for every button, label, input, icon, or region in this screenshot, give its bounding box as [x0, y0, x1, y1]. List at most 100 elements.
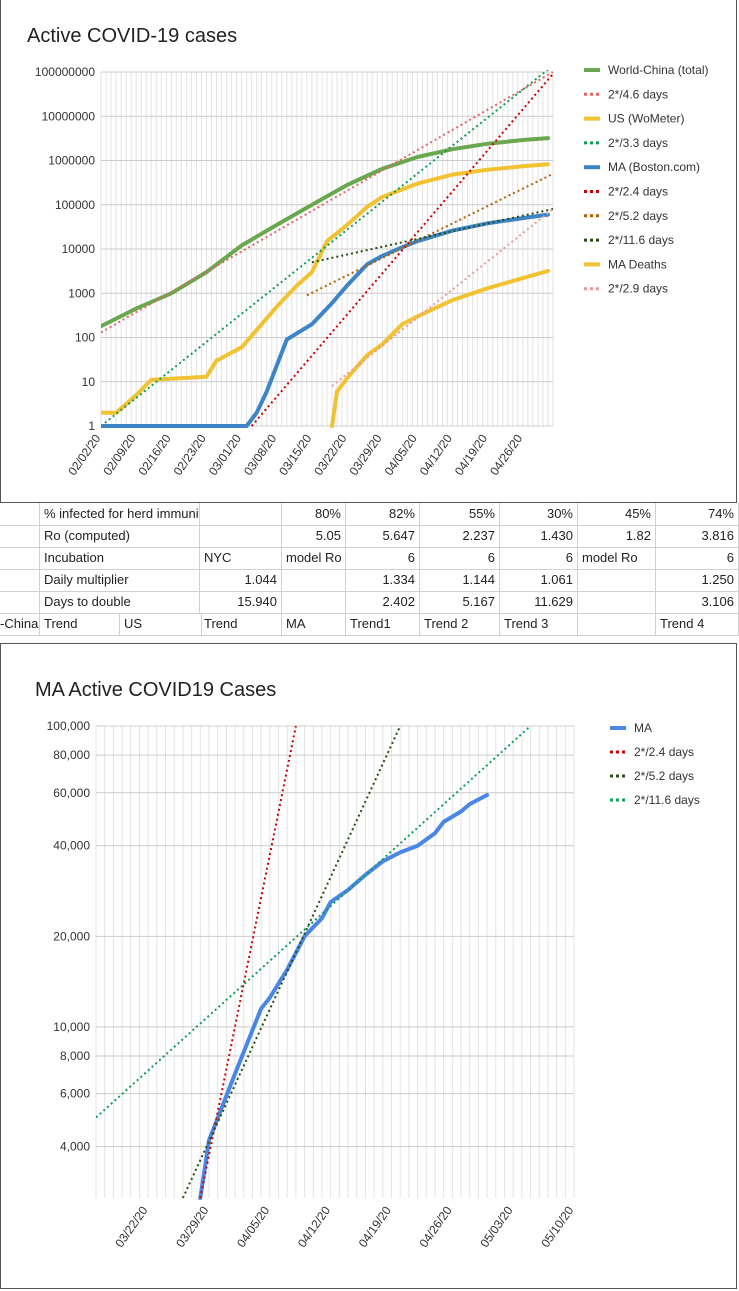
table-cell[interactable]: 5.05 — [282, 525, 346, 547]
legend-label: MA — [634, 721, 652, 735]
table-cell[interactable]: 82% — [346, 503, 420, 525]
table-cell[interactable]: Trend 4 — [656, 613, 739, 635]
table-cell[interactable] — [0, 569, 40, 591]
chart-1-frame: Active COVID-19 cases 1 10 100 1000 10000 1000… — [0, 0, 737, 503]
table-row: -China Trend US Trend MA Trend1 Trend 2 Trend 3… — [0, 613, 739, 636]
table-cell[interactable]: Days to double — [40, 591, 200, 613]
table-cell[interactable]: -China — [0, 613, 40, 635]
x-tick-label: 03/15/20 — [276, 431, 314, 478]
table-cell[interactable]: 74% — [656, 503, 739, 525]
legend-label: MA Deaths — [608, 257, 667, 271]
table-cell[interactable]: Ro (computed) — [40, 525, 200, 547]
series-line-10 — [331, 208, 553, 387]
table-cell[interactable]: Incubation — [40, 547, 200, 569]
x-tick-label: 04/19/20 — [356, 1203, 394, 1250]
y-tick-label: 1 — [88, 419, 95, 433]
table-cell[interactable]: 6 — [346, 547, 420, 569]
table-cell[interactable]: 1.250 — [656, 569, 739, 591]
table-cell[interactable]: Trend1 — [346, 613, 420, 635]
table-cell[interactable] — [0, 503, 40, 525]
y-tick-label: 100000 — [55, 198, 95, 212]
table-cell[interactable]: 1.430 — [500, 525, 578, 547]
table-cell[interactable]: 55% — [420, 503, 500, 525]
chart-title: MA Active COVID19 Cases — [35, 679, 276, 701]
table-cell[interactable] — [578, 613, 656, 635]
legend-label: 2*/11.6 days — [608, 233, 674, 247]
table-cell[interactable]: NYC — [200, 547, 282, 569]
table-cell[interactable]: 2.237 — [420, 525, 500, 547]
table-cell[interactable]: 1.061 — [500, 569, 578, 591]
table-cell[interactable]: 6 — [500, 547, 578, 569]
table-cell[interactable] — [0, 591, 40, 613]
y-tick-label: 100,000 — [47, 719, 91, 733]
table-cell[interactable] — [282, 569, 346, 591]
table-cell[interactable] — [0, 547, 40, 569]
table-cell[interactable]: 1.144 — [420, 569, 500, 591]
table-cell[interactable]: 15.940 — [200, 591, 282, 613]
table-cell[interactable]: model Ro — [578, 547, 656, 569]
table-cell[interactable] — [0, 525, 40, 547]
table-cell[interactable]: 5.647 — [346, 525, 420, 547]
series-line-6 — [250, 73, 553, 427]
table-cell[interactable]: 6 — [420, 547, 500, 569]
table-row: Days to double 15.940 2.402 5.167 11.629 3.10… — [0, 591, 739, 614]
y-tick-label: 10 — [82, 375, 96, 389]
legend-label: 2*/2.4 days — [608, 185, 668, 199]
table-cell[interactable]: 3.106 — [656, 591, 739, 613]
table-cell[interactable]: Trend — [200, 613, 282, 635]
chart-1-svg: Active COVID-19 cases 1 10 100 1000 10000 1000… — [27, 25, 708, 478]
legend-label: 2*/5.2 days — [634, 769, 694, 783]
table-cell[interactable] — [578, 591, 656, 613]
table-cell[interactable]: 11.629 — [500, 591, 578, 613]
table-cell[interactable]: 2.402 — [346, 591, 420, 613]
x-tick-label: 03/08/20 — [241, 431, 279, 478]
legend-label: 2*/2.9 days — [608, 282, 668, 296]
table-cell[interactable]: US — [120, 613, 202, 635]
x-tick-label: 03/29/20 — [346, 431, 384, 478]
legend-label: World-China (total) — [608, 63, 708, 77]
table-cell[interactable]: 30% — [500, 503, 578, 525]
table-cell[interactable]: 45% — [578, 503, 656, 525]
y-tick-label: 1000 — [68, 286, 95, 300]
table-cell[interactable]: 1.334 — [346, 569, 420, 591]
table-cell[interactable]: % infected for herd immunity to start — [40, 503, 200, 525]
table-cell[interactable] — [578, 569, 656, 591]
y-tick-label: 6,000 — [60, 1087, 90, 1101]
x-tick-label: 02/09/20 — [100, 431, 138, 478]
legend-label: US (WoMeter) — [608, 112, 684, 126]
table-cell[interactable]: 3.816 — [656, 525, 739, 547]
table-cell[interactable]: model Ro — [282, 547, 346, 569]
y-tick-label: 80,000 — [53, 748, 90, 762]
table-cell[interactable]: Daily multiplier — [40, 569, 200, 591]
series-line-1 — [198, 793, 490, 1200]
legend-label: 2*/2.4 days — [634, 745, 694, 759]
y-tick-label: 8,000 — [60, 1049, 90, 1063]
table-cell[interactable]: Trend 3 — [500, 613, 578, 635]
table-cell[interactable]: MA — [282, 613, 346, 635]
legend-label: 2*/3.3 days — [608, 136, 668, 150]
series-line-5 — [101, 212, 550, 428]
y-tick-label: 100 — [75, 331, 95, 345]
table-cell[interactable]: 1.044 — [200, 569, 282, 591]
y-tick-label: 40,000 — [53, 839, 90, 853]
y-tick-label: 4,000 — [60, 1140, 90, 1154]
legend-label: MA (Boston.com) — [608, 160, 700, 174]
table-cell[interactable]: Trend — [40, 613, 120, 635]
table-cell[interactable]: 1.82 — [578, 525, 656, 547]
x-tick-label: 02/02/20 — [65, 431, 103, 478]
table-cell[interactable]: 5.167 — [420, 591, 500, 613]
table-cell[interactable]: 80% — [282, 503, 346, 525]
series-line-2 — [101, 71, 553, 334]
spreadsheet-table: % infected for herd immunity to start 80%… — [0, 503, 739, 643]
x-tick-label: 03/22/20 — [112, 1203, 150, 1250]
table-cell[interactable] — [282, 591, 346, 613]
table-cell[interactable]: 6 — [656, 547, 739, 569]
x-tick-label: 04/26/20 — [417, 1203, 455, 1250]
series-line-3 — [181, 725, 402, 1199]
x-tick-label: 03/29/20 — [173, 1203, 211, 1250]
table-cell[interactable]: Trend 2 — [420, 613, 500, 635]
table-cell[interactable] — [200, 503, 282, 525]
table-cell[interactable] — [200, 525, 282, 547]
x-tick-label: 04/12/20 — [295, 1203, 333, 1250]
series-line-8 — [311, 208, 553, 264]
